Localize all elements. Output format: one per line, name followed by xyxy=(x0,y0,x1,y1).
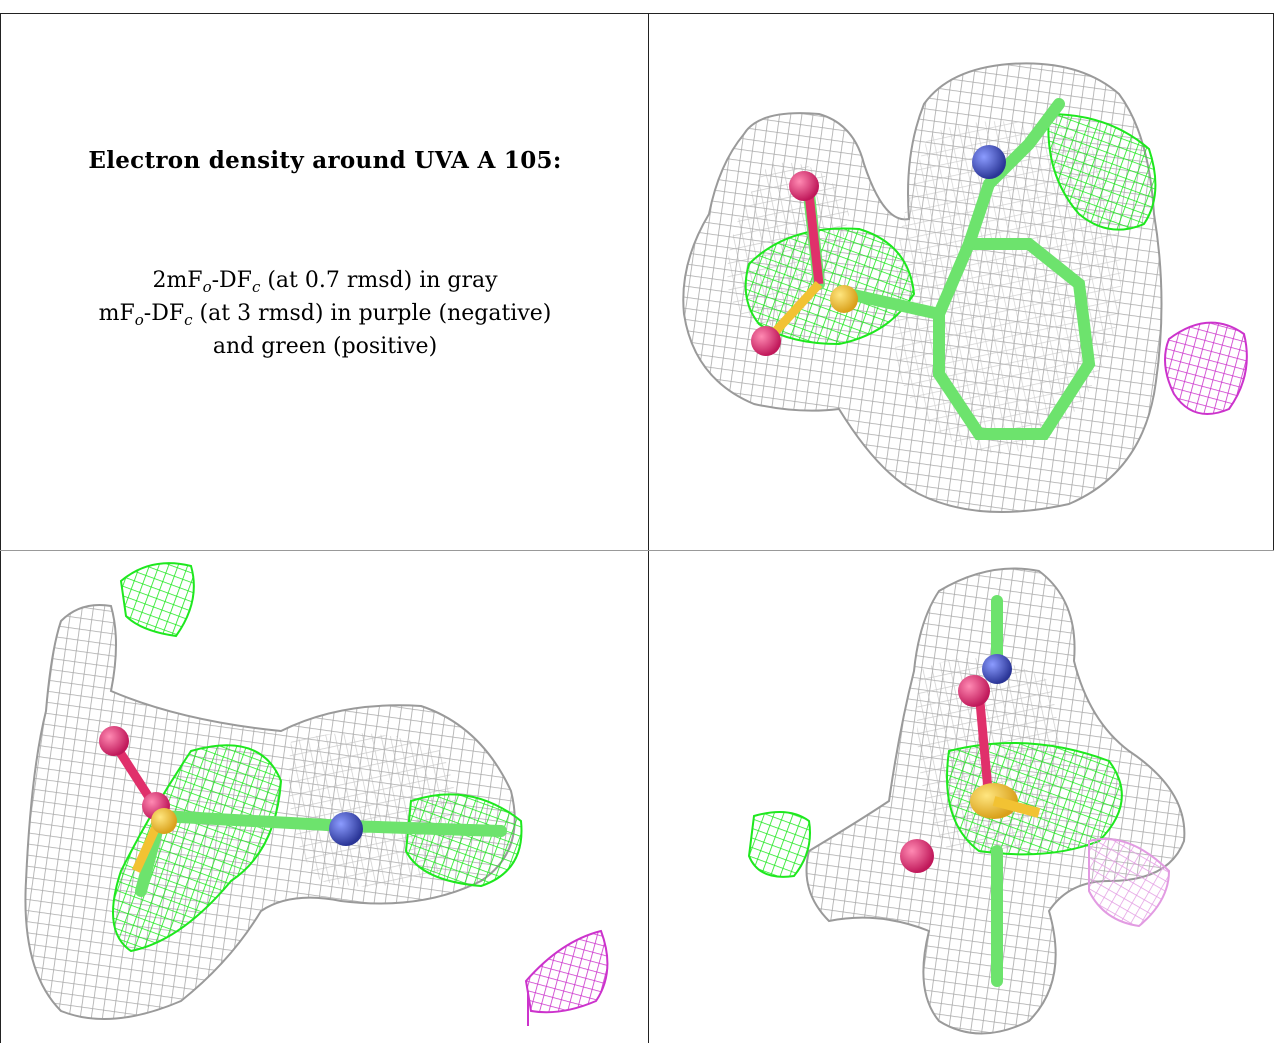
negative-density-blob xyxy=(1164,321,1248,415)
positive-density-blob xyxy=(404,793,523,888)
negative-density-blob xyxy=(1088,838,1171,928)
density-panel-bottom-left xyxy=(1,551,648,1043)
nitrogen-atom xyxy=(972,145,1006,179)
density-map-view-3-icon xyxy=(747,567,1186,1035)
positive-density-blob xyxy=(1047,112,1157,231)
oxygen-atom xyxy=(958,675,990,707)
oxygen-atom xyxy=(751,326,781,356)
caption-line-2fofc: 2mFo-DFc (at 0.7 rmsd) in gray xyxy=(152,268,498,296)
sulfur-atom xyxy=(151,808,177,834)
table-border-left xyxy=(0,13,1,1043)
sulfur-atom xyxy=(830,285,858,313)
table-border-top xyxy=(0,13,1274,14)
caption-legend: 2mFo-DFc (at 0.7 rmsd) in gray mFo-DFc (… xyxy=(1,264,648,363)
density-map-view-2-icon xyxy=(24,562,609,1026)
oxygen-atom xyxy=(99,726,129,756)
nitrogen-atom xyxy=(329,812,363,846)
positive-density-blob xyxy=(747,811,811,878)
caption-cell: Electron density around UVA A 105: 2mFo-… xyxy=(1,14,648,550)
density-map-view-1-icon xyxy=(682,62,1248,513)
table-border-middle xyxy=(648,13,649,1043)
oxygen-atom xyxy=(900,839,934,873)
caption-line-colors: and green (positive) xyxy=(212,334,438,359)
negative-density-blob xyxy=(524,929,609,1014)
positive-density-blob xyxy=(119,562,195,638)
density-panel-bottom-right xyxy=(649,551,1274,1043)
nitrogen-atom xyxy=(982,654,1012,684)
caption-title: Electron density around UVA A 105: xyxy=(88,147,562,174)
oxygen-atom xyxy=(789,171,819,201)
table-row-divider xyxy=(0,550,1274,551)
caption-line-fofc: mFo-DFc (at 3 rmsd) in purple (negative) xyxy=(98,301,552,329)
density-panel-top-right xyxy=(649,14,1273,550)
positive-density-blob xyxy=(112,744,283,953)
